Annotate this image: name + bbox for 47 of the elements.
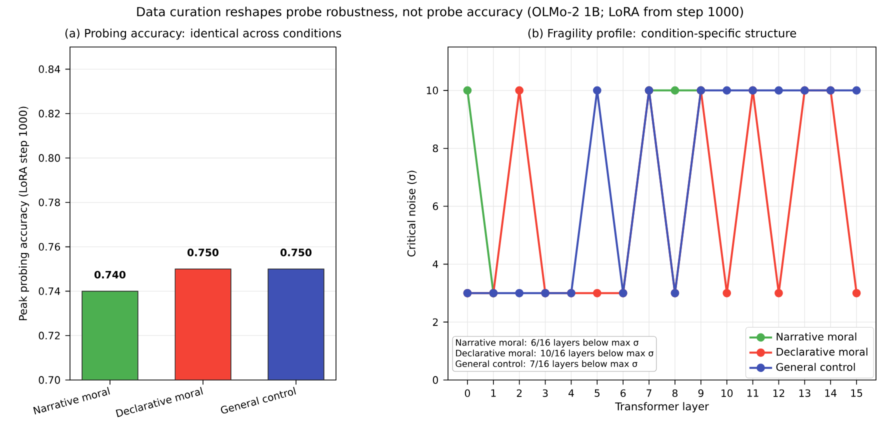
annotation: Declarative moral: 10/16 layers below max σ [456,350,654,358]
y-tick-label: 10 [426,86,438,94]
legend-label: Narrative moral [776,332,856,341]
annotation: Narrative moral: 6/16 layers below max σ [456,339,639,348]
x-tick-label: 3 [542,389,548,397]
x-tick-label: 7 [646,389,652,397]
y-tick-label: 2 [432,318,438,326]
x-tick-label: 14 [825,389,836,397]
x-tick-label: 12 [773,389,784,397]
x-tick-label: 6 [620,389,626,397]
data-label: 0.750 [280,248,312,256]
x-tick-label: Narrative moral [33,386,110,414]
x-tick-label: 2 [516,389,522,397]
x-tick-label: 0 [464,389,470,397]
x-tick-label: 8 [672,389,678,397]
y-tick-label: 0.80 [38,154,60,162]
y-tick-label: 0.70 [38,376,60,384]
chart-title: (a) Probing accuracy: identical across conditions [65,28,342,40]
y-tick-label: 6 [432,202,438,210]
data-label: 0.750 [188,248,218,256]
y-tick-label: 0.74 [38,287,60,296]
legend-label: Declarative moral [776,348,868,356]
data-label: 0.740 [94,270,126,279]
y-tick-label: 0.76 [38,242,60,251]
annotation: General control: 7/16 layers below max σ [456,360,638,369]
chart-title: (b) Fragility profile: condition-specific structure [528,28,796,40]
y-tick-label: 0 [432,376,438,384]
y-tick-label: 0.72 [38,332,60,340]
y-axis-title: Peak probing accuracy (LoRA step 1000) [18,106,30,320]
x-tick-label: 5 [594,389,600,397]
y-tick-label: 0.82 [38,110,60,118]
x-tick-label: 9 [698,389,704,397]
x-tick-label: 4 [568,389,574,397]
y-axis-title: Critical noise (σ) [407,170,417,256]
x-tick-label: 10 [722,389,733,397]
y-tick-label: 8 [432,144,438,152]
x-tick-label: 15 [851,389,862,397]
text: Data curation reshapes probe robustness, not probe accuracy (OLMo-2 1B; LoRA from step 1000) [137,6,743,19]
legend-label: General control [776,362,855,371]
x-tick-label: 13 [799,389,810,397]
y-tick-label: 0.84 [38,65,60,74]
x-tick-label: 11 [747,389,758,397]
x-tick-label: 1 [491,389,496,397]
x-tick-label: General control [220,386,296,414]
y-tick-label: 0.78 [38,198,60,206]
y-tick-label: 4 [432,260,438,268]
x-axis-title: Transformer layer [615,402,709,412]
